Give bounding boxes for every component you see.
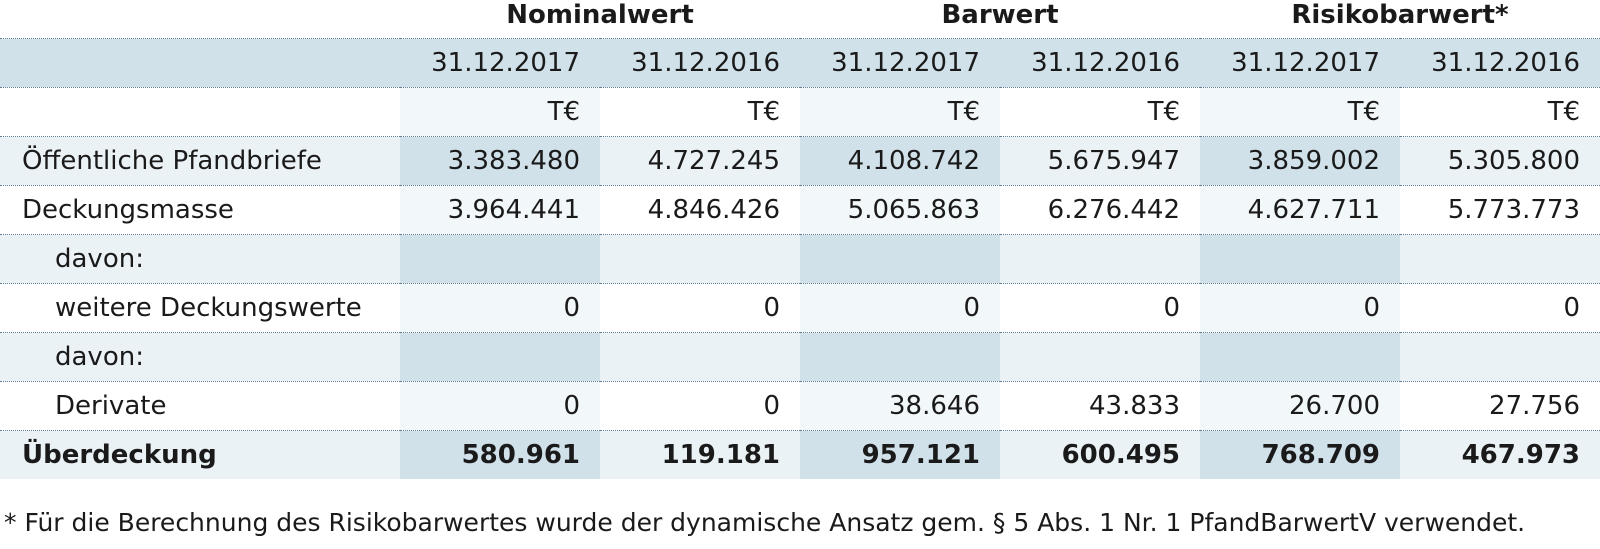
value-cell bbox=[800, 234, 1000, 284]
value-cell: 119.181 bbox=[600, 430, 800, 479]
value-cell: 43.833 bbox=[1000, 381, 1200, 431]
group-header-risikobarwert: Risikobarwert* bbox=[1200, 0, 1600, 39]
value-cell: 3.383.480 bbox=[400, 136, 600, 186]
value-cell: 4.846.426 bbox=[600, 185, 800, 235]
value-cell: 38.646 bbox=[800, 381, 1000, 431]
value-cell: 5.065.863 bbox=[800, 185, 1000, 235]
value-cell: 4.627.711 bbox=[1200, 185, 1400, 235]
date-header-row: 31.12.2017 31.12.2016 31.12.2017 31.12.2… bbox=[0, 38, 1600, 88]
row-label: Überdeckung bbox=[0, 430, 400, 479]
table-row: weitere Deckungswerte 0 0 0 0 0 0 bbox=[0, 283, 1600, 333]
value-cell bbox=[1000, 332, 1200, 382]
date-header: 31.12.2016 bbox=[1000, 38, 1200, 88]
date-header-label-cell bbox=[0, 38, 400, 88]
value-cell: 600.495 bbox=[1000, 430, 1200, 479]
value-cell: 27.756 bbox=[1400, 381, 1600, 431]
value-cell bbox=[1200, 332, 1400, 382]
value-cell: 4.108.742 bbox=[800, 136, 1000, 186]
unit-header: T€ bbox=[1000, 87, 1200, 137]
value-cell: 0 bbox=[400, 381, 600, 431]
unit-header: T€ bbox=[1400, 87, 1600, 137]
value-cell: 3.859.002 bbox=[1200, 136, 1400, 186]
value-cell: 4.727.245 bbox=[600, 136, 800, 186]
row-label: Deckungsmasse bbox=[0, 185, 400, 235]
unit-header: T€ bbox=[400, 87, 600, 137]
value-cell bbox=[800, 332, 1000, 382]
value-cell: 580.961 bbox=[400, 430, 600, 479]
unit-header: T€ bbox=[800, 87, 1000, 137]
table-row: Deckungsmasse 3.964.441 4.846.426 5.065.… bbox=[0, 185, 1600, 235]
value-cell bbox=[600, 234, 800, 284]
table-row: davon: bbox=[0, 332, 1600, 382]
value-cell bbox=[1400, 332, 1600, 382]
corner-cell bbox=[0, 0, 400, 39]
group-header-nominalwert: Nominalwert bbox=[400, 0, 800, 39]
date-header: 31.12.2017 bbox=[800, 38, 1000, 88]
value-cell: 0 bbox=[1400, 283, 1600, 333]
value-cell: 0 bbox=[1000, 283, 1200, 333]
unit-header-row: T€ T€ T€ T€ T€ T€ bbox=[0, 87, 1600, 137]
unit-header: T€ bbox=[1200, 87, 1400, 137]
date-header: 31.12.2017 bbox=[1200, 38, 1400, 88]
value-cell: 0 bbox=[800, 283, 1000, 333]
value-cell bbox=[400, 234, 600, 284]
value-cell: 768.709 bbox=[1200, 430, 1400, 479]
value-cell: 26.700 bbox=[1200, 381, 1400, 431]
value-cell bbox=[600, 332, 800, 382]
value-cell: 3.964.441 bbox=[400, 185, 600, 235]
value-cell: 0 bbox=[400, 283, 600, 333]
row-label: weitere Deckungswerte bbox=[0, 283, 400, 333]
row-label: davon: bbox=[0, 234, 400, 284]
value-cell: 467.973 bbox=[1400, 430, 1600, 479]
value-cell: 957.121 bbox=[800, 430, 1000, 479]
value-cell: 5.305.800 bbox=[1400, 136, 1600, 186]
footnote: * Für die Berechnung des Risikobarwertes… bbox=[4, 508, 1526, 537]
unit-header: T€ bbox=[600, 87, 800, 137]
value-cell bbox=[1400, 234, 1600, 284]
date-header: 31.12.2016 bbox=[600, 38, 800, 88]
date-header: 31.12.2016 bbox=[1400, 38, 1600, 88]
value-cell: 6.276.442 bbox=[1000, 185, 1200, 235]
table-row: Öffentliche Pfandbriefe 3.383.480 4.727.… bbox=[0, 136, 1600, 186]
value-cell: 0 bbox=[600, 381, 800, 431]
value-cell: 5.675.947 bbox=[1000, 136, 1200, 186]
group-header-row: Nominalwert Barwert Risikobarwert* bbox=[0, 0, 1600, 39]
coverage-table: Nominalwert Barwert Risikobarwert* 31.12… bbox=[0, 0, 1600, 479]
row-label: Derivate bbox=[0, 381, 400, 431]
value-cell: 0 bbox=[1200, 283, 1400, 333]
value-cell: 0 bbox=[600, 283, 800, 333]
total-row: Überdeckung 580.961 119.181 957.121 600.… bbox=[0, 430, 1600, 479]
row-label: Öffentliche Pfandbriefe bbox=[0, 136, 400, 186]
value-cell bbox=[1000, 234, 1200, 284]
date-header: 31.12.2017 bbox=[400, 38, 600, 88]
table-row: Derivate 0 0 38.646 43.833 26.700 27.756 bbox=[0, 381, 1600, 431]
value-cell: 5.773.773 bbox=[1400, 185, 1600, 235]
table-row: davon: bbox=[0, 234, 1600, 284]
group-header-barwert: Barwert bbox=[800, 0, 1200, 39]
value-cell bbox=[1200, 234, 1400, 284]
unit-header-label-cell bbox=[0, 87, 400, 137]
value-cell bbox=[400, 332, 600, 382]
row-label: davon: bbox=[0, 332, 400, 382]
